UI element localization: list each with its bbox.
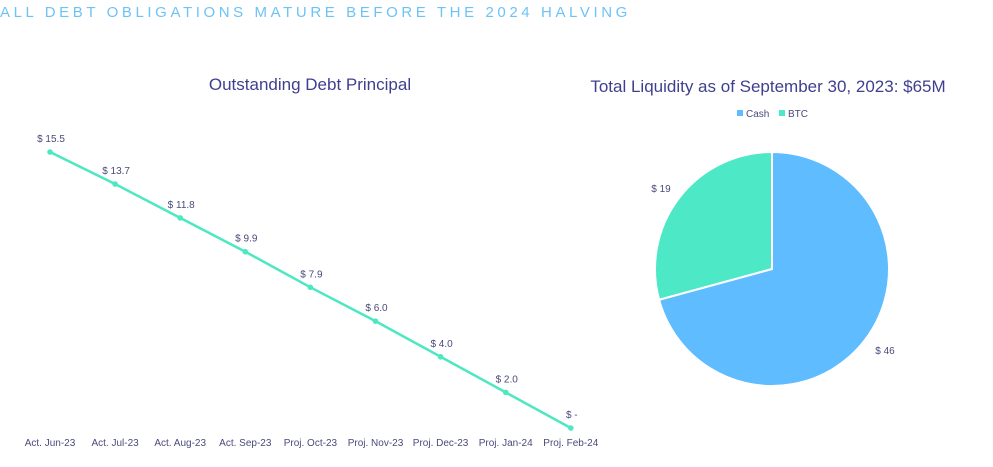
x-tick-label: Act. Jul-23: [91, 438, 139, 449]
legend-label-cash: Cash: [746, 109, 769, 120]
debt-data-point: [437, 353, 444, 360]
debt-data-point: [47, 149, 53, 155]
legend-swatch-btc: [779, 110, 785, 116]
x-tick-label: Proj. Nov-23: [348, 438, 404, 449]
x-tick-label: Proj. Oct-23: [284, 438, 338, 449]
debt-data-label: $ 7.9: [300, 269, 323, 280]
pie-label-cash: $ 46: [875, 346, 895, 357]
page-headline: ALL DEBT OBLIGATIONS MATURE BEFORE THE 2…: [0, 4, 631, 21]
debt-data-point: [568, 425, 574, 431]
legend-swatch-cash: [737, 110, 743, 116]
pie-chart-title: Total Liquidity as of September 30, 2023…: [590, 77, 945, 96]
pie-label-btc: $ 19: [651, 184, 671, 195]
x-tick-label: Proj. Feb-24: [543, 438, 598, 449]
debt-data-label: $ 9.9: [235, 234, 258, 245]
x-tick-label: Act. Jun-23: [25, 438, 76, 449]
debt-data-point: [112, 181, 118, 187]
pie-slice-btc: [654, 150, 773, 301]
x-tick-label: Act. Sep-23: [219, 438, 272, 449]
debt-data-label: $ 15.5: [37, 134, 65, 145]
debt-data-point: [242, 248, 249, 255]
x-tick-label: Proj. Jan-24: [479, 438, 533, 449]
legend-label-btc: BTC: [788, 109, 808, 120]
debt-data-label: $ 11.8: [168, 200, 195, 211]
debt-data-label: $ 6.0: [365, 303, 388, 314]
pie-slice-cash: [657, 150, 890, 387]
x-tick-label: Act. Aug-23: [154, 438, 206, 449]
debt-data-point: [177, 215, 183, 221]
line-chart-title: Outstanding Debt Principal: [209, 75, 411, 94]
debt-data-label: $ 4.0: [430, 339, 453, 350]
debt-data-label: $ -: [566, 410, 578, 421]
debt-data-label: $ 13.7: [102, 166, 130, 177]
debt-data-point: [372, 318, 379, 324]
debt-data-point: [502, 389, 509, 396]
x-tick-label: Proj. Dec-23: [413, 438, 469, 449]
debt-data-point: [307, 284, 314, 291]
debt-data-label: $ 2.0: [496, 374, 519, 385]
